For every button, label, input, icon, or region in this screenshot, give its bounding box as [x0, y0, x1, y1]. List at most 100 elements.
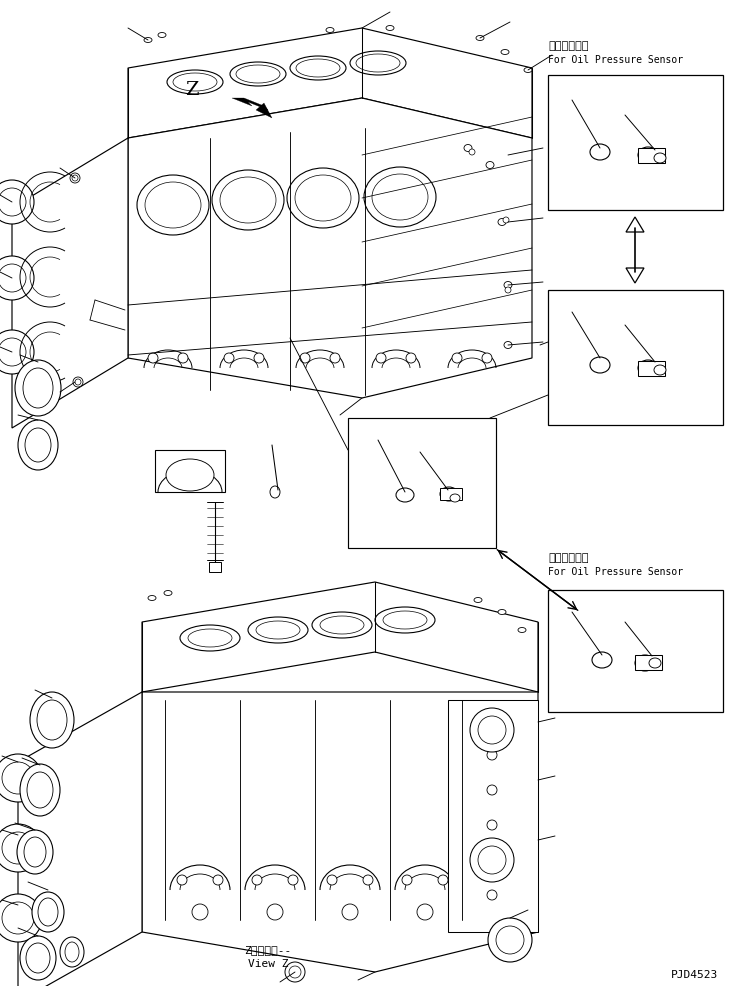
Ellipse shape — [60, 937, 84, 967]
Ellipse shape — [402, 875, 412, 885]
Polygon shape — [128, 98, 532, 398]
Ellipse shape — [654, 365, 666, 375]
Ellipse shape — [15, 360, 61, 416]
Ellipse shape — [37, 700, 67, 740]
Ellipse shape — [0, 256, 34, 300]
Ellipse shape — [638, 147, 658, 163]
Ellipse shape — [164, 591, 172, 596]
Ellipse shape — [212, 170, 284, 230]
Ellipse shape — [0, 180, 34, 224]
Polygon shape — [142, 692, 538, 972]
Ellipse shape — [252, 875, 262, 885]
Polygon shape — [440, 488, 462, 500]
Ellipse shape — [440, 487, 458, 501]
Ellipse shape — [383, 611, 427, 629]
Ellipse shape — [649, 658, 661, 668]
Ellipse shape — [188, 629, 232, 647]
Ellipse shape — [320, 616, 364, 634]
Ellipse shape — [376, 353, 386, 363]
Ellipse shape — [590, 357, 610, 373]
Ellipse shape — [248, 617, 308, 643]
Ellipse shape — [38, 898, 58, 926]
Text: Z　視　　--: Z 視 -- — [244, 945, 291, 955]
Ellipse shape — [25, 428, 51, 462]
Ellipse shape — [592, 652, 612, 668]
Text: Z: Z — [185, 81, 199, 99]
Polygon shape — [142, 582, 538, 692]
Ellipse shape — [296, 59, 340, 77]
Ellipse shape — [158, 33, 166, 37]
Bar — [548, 290, 723, 425]
Ellipse shape — [470, 838, 514, 882]
Ellipse shape — [488, 918, 532, 962]
Ellipse shape — [470, 708, 514, 752]
Ellipse shape — [65, 942, 79, 962]
Ellipse shape — [406, 353, 416, 363]
Ellipse shape — [20, 936, 56, 980]
Ellipse shape — [72, 175, 78, 181]
Text: PJD4523: PJD4523 — [671, 970, 718, 980]
Ellipse shape — [518, 627, 526, 632]
Ellipse shape — [312, 612, 372, 638]
Ellipse shape — [17, 830, 53, 874]
Ellipse shape — [213, 875, 223, 885]
Ellipse shape — [503, 217, 509, 223]
Polygon shape — [12, 138, 128, 428]
Ellipse shape — [478, 716, 506, 744]
Bar — [448, 700, 538, 932]
Ellipse shape — [27, 772, 53, 808]
Ellipse shape — [287, 168, 359, 228]
Ellipse shape — [469, 149, 475, 155]
Ellipse shape — [224, 353, 234, 363]
Text: For Oil Pressure Sensor: For Oil Pressure Sensor — [548, 567, 683, 577]
Polygon shape — [635, 655, 662, 670]
Ellipse shape — [23, 368, 53, 408]
Ellipse shape — [254, 353, 264, 363]
Ellipse shape — [487, 750, 497, 760]
Ellipse shape — [24, 837, 46, 867]
Ellipse shape — [0, 824, 42, 872]
Ellipse shape — [590, 144, 610, 160]
Polygon shape — [626, 268, 644, 283]
Ellipse shape — [26, 943, 50, 973]
Ellipse shape — [173, 73, 217, 91]
Ellipse shape — [417, 904, 433, 920]
Ellipse shape — [288, 875, 298, 885]
Ellipse shape — [230, 62, 286, 86]
Ellipse shape — [364, 167, 436, 227]
Ellipse shape — [654, 153, 666, 163]
Polygon shape — [18, 692, 142, 986]
Ellipse shape — [0, 330, 34, 374]
Ellipse shape — [487, 890, 497, 900]
Text: 油圧センサ用: 油圧センサ用 — [548, 553, 589, 563]
Ellipse shape — [327, 875, 337, 885]
Ellipse shape — [18, 420, 58, 470]
Ellipse shape — [177, 875, 187, 885]
Ellipse shape — [0, 754, 42, 802]
Ellipse shape — [487, 820, 497, 830]
Ellipse shape — [0, 338, 26, 366]
Bar — [548, 75, 723, 210]
Ellipse shape — [166, 459, 214, 491]
Ellipse shape — [504, 341, 512, 348]
Ellipse shape — [464, 145, 472, 152]
Ellipse shape — [356, 54, 400, 72]
Ellipse shape — [635, 655, 655, 671]
Bar — [348, 418, 496, 548]
Ellipse shape — [486, 162, 494, 169]
Ellipse shape — [180, 625, 240, 651]
Ellipse shape — [167, 70, 223, 94]
Ellipse shape — [386, 26, 394, 31]
Ellipse shape — [363, 875, 373, 885]
Ellipse shape — [220, 177, 276, 223]
Text: View Z: View Z — [248, 959, 288, 969]
Ellipse shape — [498, 609, 506, 614]
Ellipse shape — [342, 904, 358, 920]
Ellipse shape — [145, 182, 201, 228]
Ellipse shape — [300, 353, 310, 363]
Ellipse shape — [487, 715, 497, 725]
Polygon shape — [128, 28, 532, 138]
Ellipse shape — [144, 37, 152, 42]
Ellipse shape — [148, 596, 156, 600]
Ellipse shape — [148, 353, 158, 363]
